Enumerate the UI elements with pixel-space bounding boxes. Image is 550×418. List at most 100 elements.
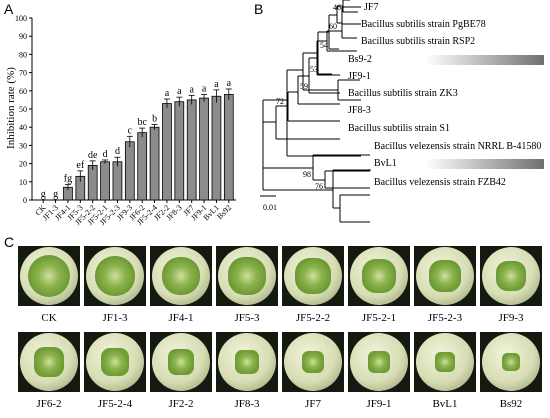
dish <box>218 247 276 305</box>
significance-letter: de <box>88 150 98 161</box>
plate-cell: BvL1 <box>414 332 476 411</box>
tree-branches <box>262 0 371 223</box>
dish <box>86 247 144 305</box>
significance-letter: d <box>103 149 108 160</box>
petri-dish-image <box>480 246 542 306</box>
tree-topology <box>262 6 370 189</box>
plate-grid: CK JF1-3 JF4-1 JF5-3 JF5-2-2 JF5-2-1 JF5-2-3 JF… <box>18 246 548 418</box>
branch-node46 <box>342 0 358 13</box>
fungal-colony <box>228 257 266 295</box>
significance-letter: ef <box>76 160 84 171</box>
highlight-bar-bvl1 <box>426 159 544 169</box>
plate-cell: JF1-3 <box>84 246 146 325</box>
leaf-label: JF9-1 <box>348 71 371 82</box>
branch-node59 <box>302 52 338 91</box>
inhibition-bar-chart: A Inhibition rate (%) 0 10 20 30 40 50 60 70 80 9… <box>4 1 236 227</box>
fungal-colony <box>362 259 396 293</box>
y-tick-label: 30 <box>19 141 27 150</box>
fungal-colony <box>161 256 201 296</box>
petri-dish-image <box>414 332 476 392</box>
plate-label: JF9-1 <box>366 398 392 410</box>
plate-cell: JF2-2 <box>150 332 212 411</box>
fungal-colony <box>368 351 390 373</box>
y-tick-label: 0 <box>23 196 27 205</box>
plate-row-2: JF6-2 JF5-2-4 JF2-2 JF8-3 JF7 JF9-1 BvL1 Bs92 <box>18 332 548 416</box>
branch-node60 <box>336 5 343 24</box>
dish <box>482 247 540 305</box>
dish <box>20 247 78 305</box>
dish <box>416 333 474 391</box>
y-tick-label: 60 <box>19 87 27 96</box>
y-tick-label: 50 <box>19 105 27 114</box>
plate-label: JF4-1 <box>168 312 194 324</box>
fungal-colony <box>94 255 136 297</box>
plate-cell: JF5-2-1 <box>348 246 410 325</box>
plate-cell: JF5-2-3 <box>414 246 476 325</box>
plate-cell: JF5-2-4 <box>84 332 146 411</box>
plate-label: JF5-2-3 <box>427 312 463 324</box>
bar <box>223 94 234 201</box>
plate-label: Bs92 <box>499 398 523 410</box>
plate-cell: JF9-1 <box>348 332 410 411</box>
chart-axes: 0102030405060708090100CKJF1-3JF4-1JF5-3J… <box>15 14 236 227</box>
leaf-label: Bacillus subtilis strain S1 <box>348 123 450 134</box>
petri-dish-image <box>282 332 344 392</box>
dish <box>218 333 276 391</box>
plate-cell: JF9-3 <box>480 246 542 325</box>
bar <box>112 161 123 201</box>
bar <box>87 165 98 201</box>
y-axis-label: Inhibition rate (%) <box>5 67 17 149</box>
petri-dish-image <box>414 246 476 306</box>
leaf-label: JF8-3 <box>348 105 371 116</box>
panel-label-b: B <box>254 1 263 17</box>
branch-node53 <box>317 31 332 75</box>
dish <box>284 247 342 305</box>
bootstrap-label: 60 <box>329 22 337 31</box>
plate-cell: JF8-3 <box>216 332 278 411</box>
phylogenetic-tree: B JF7 Bacillus subtilis strain PgBE78 Ba… <box>254 0 544 223</box>
petri-dish-image <box>18 246 80 306</box>
dish <box>152 333 210 391</box>
bar <box>162 103 172 201</box>
bootstrap-label: 53 <box>310 65 318 74</box>
petri-dish-image <box>150 332 212 392</box>
dish <box>350 247 408 305</box>
significance-letter: a <box>214 79 219 90</box>
fungal-colony <box>495 260 527 292</box>
plate-label: JF2-2 <box>168 398 194 410</box>
leaf-label: Bacillus subtilis strain RSP2 <box>361 36 475 47</box>
fungal-colony <box>428 259 462 293</box>
branch-leaf-jf8-3 <box>337 79 360 100</box>
dish <box>416 247 474 305</box>
bar <box>137 132 148 201</box>
bar <box>186 99 197 201</box>
tree-leaf-branches <box>350 6 358 8</box>
bar <box>124 141 135 201</box>
fungal-colony <box>28 255 70 297</box>
plate-label: JF7 <box>305 398 321 410</box>
petri-dish-image <box>480 332 542 392</box>
y-tick-label: 90 <box>19 32 27 41</box>
plate-cell: CK <box>18 246 80 325</box>
leaf-label: BvL1 <box>374 158 397 169</box>
bar <box>174 101 185 201</box>
plate-label: JF9-3 <box>498 312 524 324</box>
bootstrap-label: 98 <box>303 170 311 179</box>
plate-row-1: CK JF1-3 JF4-1 JF5-3 JF5-2-2 JF5-2-1 JF5-2-3 JF… <box>18 246 548 330</box>
petri-dish-image <box>348 246 410 306</box>
significance-letter: a <box>189 84 194 95</box>
plate-label: JF5-2-2 <box>295 312 331 324</box>
leaf-label: Bacillus velezensis strain NRRL B-41580 <box>374 141 541 152</box>
dish <box>20 333 78 391</box>
significance-letter: g <box>53 189 58 200</box>
plate-cell: JF4-1 <box>150 246 212 325</box>
plate-label: JF6-2 <box>36 398 62 410</box>
petri-dish-image <box>282 246 344 306</box>
petri-dish-image <box>216 332 278 392</box>
fungal-colony <box>234 349 260 375</box>
petri-dish-image <box>84 332 146 392</box>
plate-cell: JF5-3 <box>216 246 278 325</box>
dish <box>284 333 342 391</box>
significance-letter: g <box>41 189 46 200</box>
bar <box>100 161 110 201</box>
